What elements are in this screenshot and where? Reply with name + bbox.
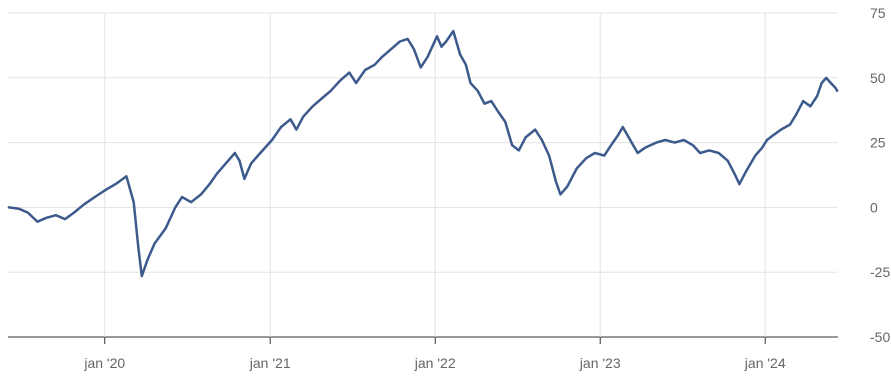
tick-labels: 75 50 25 0 -25 -50 jan '20 jan '21 jan '22 jan '2… [83,5,890,371]
x-tick-label: jan '23 [579,355,621,371]
y-tick-label: 75 [870,5,886,21]
x-tick-label: jan '22 [414,355,456,371]
x-tick-label: jan '24 [744,355,786,371]
y-tick-label: 50 [870,70,886,86]
grid [8,12,838,338]
x-tick-label: jan '20 [83,355,125,371]
series-line [7,29,839,278]
x-tick-label: jan '21 [249,355,291,371]
series [7,29,839,278]
y-tick-label: -25 [870,264,890,280]
x-axis [104,337,766,344]
y-tick-label: -50 [870,329,890,345]
y-tick-label: 25 [870,135,886,151]
y-tick-label: 0 [870,199,878,215]
